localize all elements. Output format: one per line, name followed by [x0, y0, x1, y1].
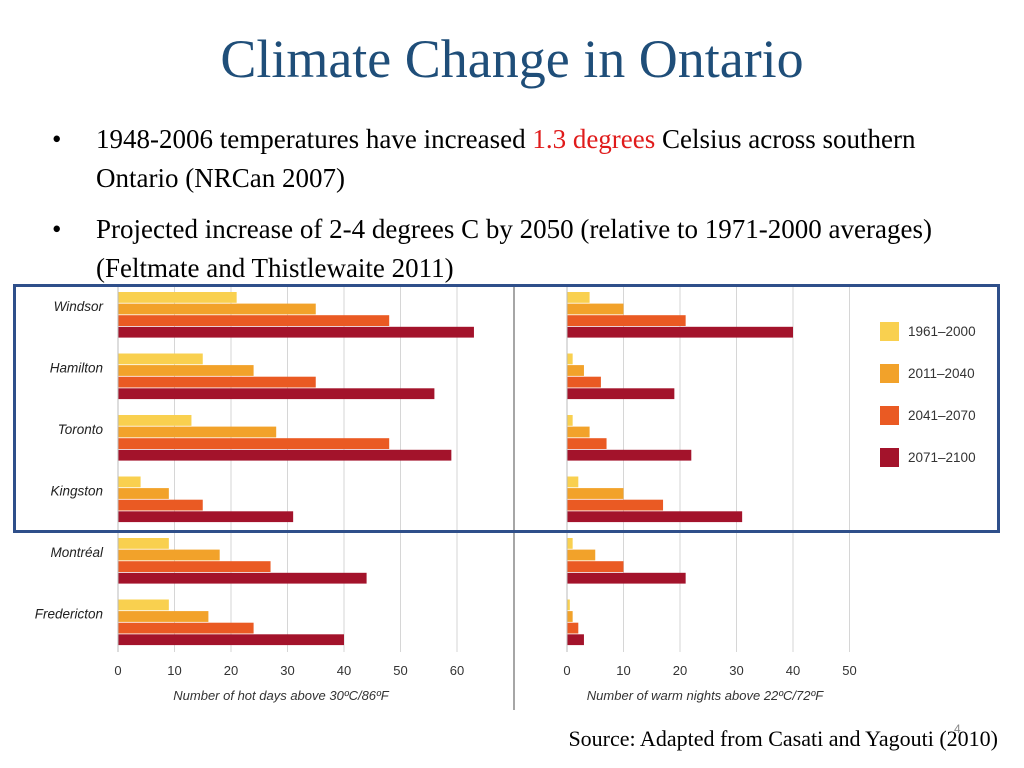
bar-kingston-2	[567, 499, 664, 511]
bar-kingston-1	[567, 488, 624, 499]
bar-montr-al-0	[118, 538, 169, 549]
bullet-dot: •	[52, 124, 62, 154]
x-tick-label: 50	[393, 663, 407, 678]
bar-hamilton-2	[567, 376, 601, 388]
bar-hamilton-2	[118, 376, 316, 388]
x-tick-label: 10	[167, 663, 181, 678]
bullet-text: Projected increase of 2-4 degrees C by 2…	[96, 214, 932, 283]
bar-windsor-2	[118, 315, 390, 326]
bullet-projected-increase: • Projected increase of 2-4 degrees C by…	[52, 210, 962, 288]
bar-toronto-1	[118, 426, 277, 438]
bar-toronto-3	[567, 449, 692, 461]
bar-hamilton-1	[567, 365, 584, 376]
bar-windsor-0	[567, 292, 590, 303]
bar-kingston-3	[567, 511, 743, 523]
bar-kingston-0	[118, 476, 141, 488]
x-tick-label: 20	[224, 663, 238, 678]
ontario-highlight-box	[13, 284, 1000, 533]
x-tick-label: 50	[842, 663, 856, 678]
bar-kingston-2	[118, 499, 203, 511]
legend-swatch	[880, 448, 899, 467]
bar-toronto-0	[567, 415, 573, 426]
category-label-montr-al: Montréal	[50, 545, 104, 560]
bar-fredericton-1	[118, 611, 209, 622]
bar-toronto-2	[118, 438, 390, 449]
bar-montr-al-1	[567, 549, 596, 561]
bullet-text-after: Celsius across southern Ontario (NRCan 2…	[96, 124, 916, 193]
x-tick-label: 0	[563, 663, 570, 678]
bar-fredericton-2	[118, 622, 254, 634]
bar-fredericton-0	[567, 599, 570, 611]
page-number: 4	[954, 722, 961, 736]
legend-swatch	[880, 364, 899, 383]
bar-hamilton-3	[118, 388, 435, 400]
x-tick-label: 40	[337, 663, 351, 678]
bullet-text: 1948-2006 temperatures have increased 1.…	[62, 120, 962, 198]
bar-windsor-1	[567, 303, 624, 315]
legend-label: 2011–2040	[908, 366, 975, 381]
x-tick-label: 60	[450, 663, 464, 678]
legend-swatch	[880, 406, 899, 425]
bar-fredericton-3	[118, 634, 344, 646]
bar-montr-al-0	[567, 538, 573, 549]
x-tick-label: 30	[280, 663, 294, 678]
bar-windsor-1	[118, 303, 316, 315]
slide-title: Climate Change in Ontario	[220, 29, 804, 89]
x-tick-label: 20	[673, 663, 687, 678]
bar-fredericton-0	[118, 599, 169, 611]
bar-windsor-2	[567, 315, 686, 326]
bar-hamilton-1	[118, 365, 254, 376]
bar-kingston-0	[567, 476, 579, 488]
x-tick-label: 40	[786, 663, 800, 678]
bar-hamilton-3	[567, 388, 675, 400]
bar-kingston-1	[118, 488, 169, 499]
bar-windsor-3	[118, 326, 474, 338]
bar-toronto-3	[118, 449, 452, 461]
x-tick-label: 30	[729, 663, 743, 678]
bullet-highlight: 1.3 degrees	[532, 124, 656, 154]
bar-montr-al-3	[118, 572, 367, 584]
category-label-hamilton: Hamilton	[50, 361, 103, 376]
source-note: Source: Adapted from Casati and Yagouti …	[568, 726, 998, 751]
bar-hamilton-0	[118, 353, 203, 365]
bar-hamilton-0	[567, 353, 573, 365]
bar-montr-al-2	[567, 561, 624, 572]
bar-montr-al-2	[118, 561, 271, 572]
legend-label: 1961–2000	[908, 324, 976, 339]
category-label-fredericton: Fredericton	[35, 607, 103, 622]
bar-kingston-3	[118, 511, 294, 523]
bar-montr-al-3	[567, 572, 686, 584]
x-tick-label: 0	[114, 663, 121, 678]
bar-toronto-2	[567, 438, 607, 449]
legend-label: 2071–2100	[908, 450, 976, 465]
x-axis-label: Number of warm nights above 22ºC/72ºF	[587, 688, 824, 703]
legend-label: 2041–2070	[908, 408, 976, 423]
category-label-toronto: Toronto	[58, 422, 104, 437]
bar-toronto-0	[118, 415, 192, 426]
bar-fredericton-1	[567, 611, 573, 622]
category-label-kingston: Kingston	[50, 484, 103, 499]
bar-fredericton-2	[567, 622, 579, 634]
bar-fredericton-3	[567, 634, 584, 646]
bullet-dot: •	[52, 214, 62, 244]
bar-toronto-1	[567, 426, 590, 438]
category-label-windsor: Windsor	[54, 299, 104, 314]
bar-windsor-3	[567, 326, 793, 338]
bullet-text-before: 1948-2006 temperatures have increased	[96, 124, 533, 154]
x-tick-label: 10	[616, 663, 630, 678]
x-axis-label: Number of hot days above 30ºC/86ºF	[173, 688, 390, 703]
legend-swatch	[880, 322, 899, 341]
bullet-temperature-increase: • 1948-2006 temperatures have increased …	[52, 120, 962, 198]
bar-montr-al-1	[118, 549, 220, 561]
bar-windsor-0	[118, 292, 237, 303]
